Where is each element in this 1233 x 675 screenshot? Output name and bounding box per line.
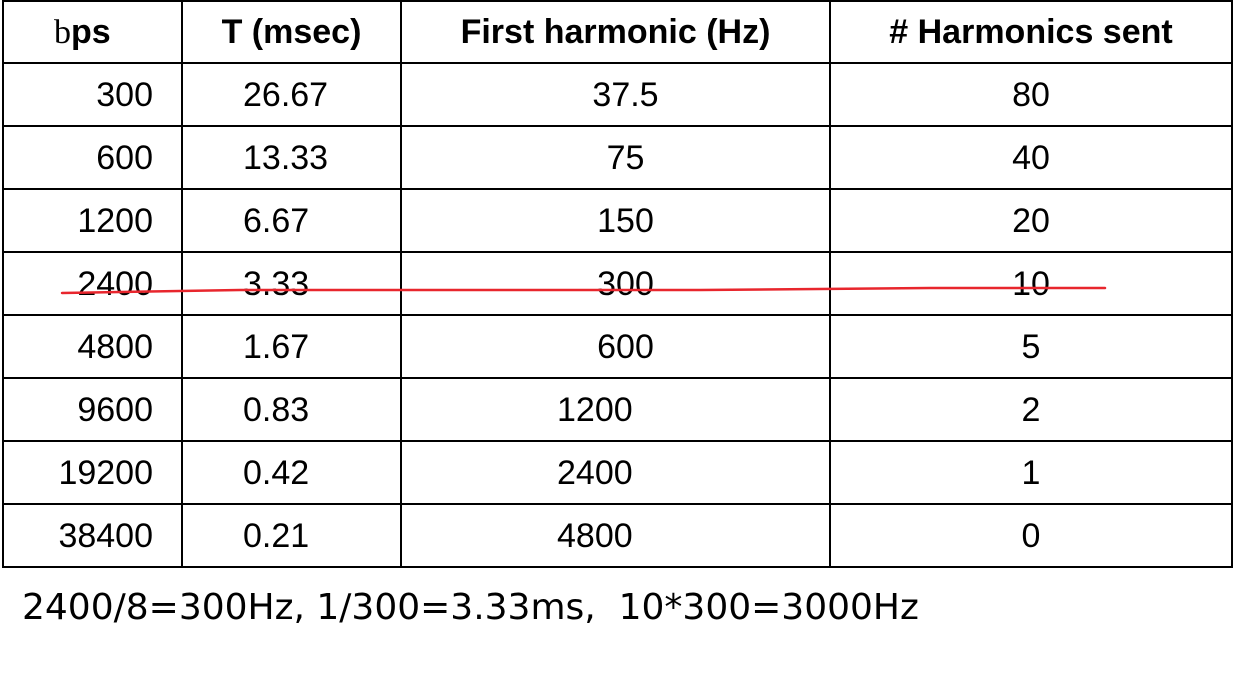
formula-note: 2400/8=300Hz, 1/300=3.33ms, 10*300=3000H…: [22, 587, 919, 628]
cell-period: 1.67: [181, 314, 402, 379]
header-period: T (msec): [181, 0, 402, 64]
table-row: 9600 0.83 1200 2: [2, 377, 1233, 442]
cell-period: 0.21: [181, 503, 402, 568]
cell-period: 3.33: [181, 251, 402, 316]
cell-first-harmonic: 1200: [400, 377, 831, 442]
cell-period: 0.83: [181, 377, 402, 442]
cell-bps: 600: [2, 125, 183, 190]
cell-first-harmonic: 2400: [400, 440, 831, 505]
cell-period: 6.67: [181, 188, 402, 253]
cell-first-harmonic: 600: [400, 314, 831, 379]
header-bps-prefix: b: [54, 13, 71, 51]
cell-first-harmonic: 75: [400, 125, 831, 190]
cell-harmonics-sent: 1: [829, 440, 1233, 505]
header-first-harmonic: First harmonic (Hz): [400, 0, 831, 64]
cell-harmonics-sent: 5: [829, 314, 1233, 379]
cell-bps: 19200: [2, 440, 183, 505]
cell-bps: 2400: [2, 251, 183, 316]
cell-harmonics-sent: 20: [829, 188, 1233, 253]
cell-harmonics-sent: 0: [829, 503, 1233, 568]
table-row: 300 26.67 37.5 80: [2, 62, 1233, 127]
cell-harmonics-sent: 10: [829, 251, 1233, 316]
cell-harmonics-sent: 2: [829, 377, 1233, 442]
cell-bps: 38400: [2, 503, 183, 568]
table-row: 2400 3.33 300 10: [2, 251, 1233, 316]
cell-harmonics-sent: 40: [829, 125, 1233, 190]
cell-bps: 9600: [2, 377, 183, 442]
harmonics-table-container: bps T (msec) First harmonic (Hz) # Harmo…: [2, 0, 1233, 568]
cell-bps: 1200: [2, 188, 183, 253]
cell-period: 0.42: [181, 440, 402, 505]
header-harmonics-sent: # Harmonics sent: [829, 0, 1233, 64]
header-bps-suffix: ps: [71, 12, 111, 51]
table-row: 19200 0.42 2400 1: [2, 440, 1233, 505]
table-row: 1200 6.67 150 20: [2, 188, 1233, 253]
cell-first-harmonic: 150: [400, 188, 831, 253]
harmonics-table: bps T (msec) First harmonic (Hz) # Harmo…: [2, 0, 1233, 568]
table-row: 38400 0.21 4800 0: [2, 503, 1233, 568]
table-row: 4800 1.67 600 5: [2, 314, 1233, 379]
header-bps: bps: [2, 0, 183, 64]
cell-period: 26.67: [181, 62, 402, 127]
table-row: 600 13.33 75 40: [2, 125, 1233, 190]
table-header-row: bps T (msec) First harmonic (Hz) # Harmo…: [2, 0, 1233, 64]
cell-period: 13.33: [181, 125, 402, 190]
cell-bps: 4800: [2, 314, 183, 379]
cell-bps: 300: [2, 62, 183, 127]
cell-first-harmonic: 4800: [400, 503, 831, 568]
cell-first-harmonic: 37.5: [400, 62, 831, 127]
cell-harmonics-sent: 80: [829, 62, 1233, 127]
cell-first-harmonic: 300: [400, 251, 831, 316]
